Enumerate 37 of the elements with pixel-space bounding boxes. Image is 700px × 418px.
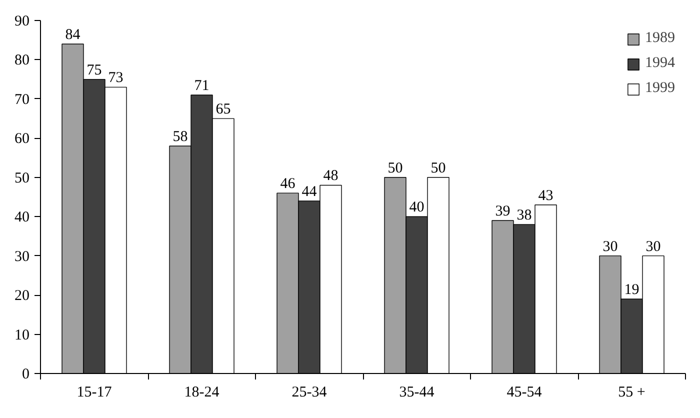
data-label: 40 bbox=[409, 200, 424, 216]
data-label: 71 bbox=[194, 78, 210, 94]
y-tick-label: 0 bbox=[22, 366, 30, 382]
y-tick-label: 80 bbox=[14, 52, 30, 69]
data-label: 50 bbox=[430, 160, 446, 176]
legend-label: 1999 bbox=[645, 80, 675, 97]
y-tick-label: 70 bbox=[14, 92, 30, 108]
y-tick-label: 60 bbox=[14, 131, 30, 148]
data-label: 19 bbox=[624, 282, 640, 298]
data-label: 48 bbox=[323, 168, 338, 184]
data-label: 73 bbox=[108, 70, 124, 86]
data-label: 50 bbox=[388, 160, 403, 176]
data-label: 58 bbox=[172, 129, 188, 146]
data-label: 39 bbox=[495, 204, 510, 220]
data-label: 43 bbox=[538, 188, 554, 204]
y-tick-label: 30 bbox=[14, 248, 30, 265]
x-tick-label: 35-44 bbox=[399, 384, 435, 400]
data-label: 75 bbox=[86, 62, 102, 78]
data-label: 30 bbox=[602, 238, 618, 255]
data-label: 65 bbox=[216, 102, 231, 118]
x-tick-label: 25-34 bbox=[292, 384, 328, 400]
y-tick-label: 90 bbox=[14, 14, 30, 30]
data-label: 44 bbox=[302, 184, 318, 200]
data-label: 84 bbox=[65, 27, 81, 44]
x-tick-label: 55 + bbox=[618, 384, 646, 400]
x-tick-label: 45-54 bbox=[506, 384, 542, 400]
data-label: 30 bbox=[646, 238, 661, 255]
x-tick-label: 15-17 bbox=[76, 384, 112, 400]
x-tick-label: 18-24 bbox=[184, 384, 220, 400]
y-tick-label: 10 bbox=[14, 327, 30, 344]
data-label: 46 bbox=[280, 176, 296, 192]
data-label: 38 bbox=[516, 207, 532, 224]
legend-label: 1994 bbox=[645, 55, 675, 72]
y-tick-label: 20 bbox=[14, 288, 30, 304]
y-tick-label: 40 bbox=[14, 210, 30, 226]
y-tick-label: 50 bbox=[14, 170, 30, 186]
legend-label: 1989 bbox=[645, 30, 675, 47]
